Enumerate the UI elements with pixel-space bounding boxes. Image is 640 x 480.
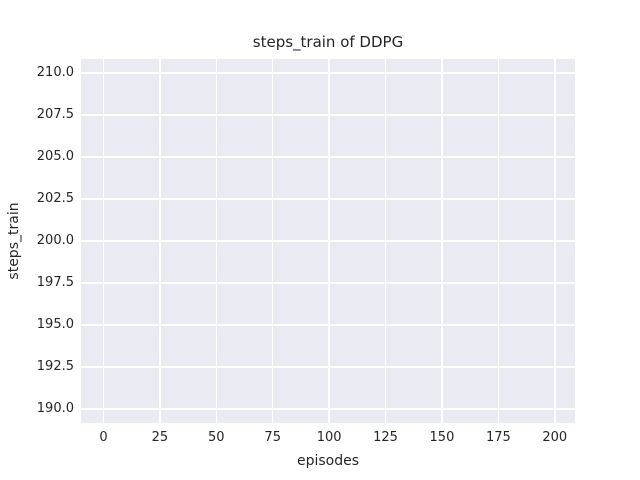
y-gridline xyxy=(81,198,575,200)
y-gridline xyxy=(81,72,575,74)
plot-area xyxy=(81,59,575,423)
x-tick-label: 0 xyxy=(99,430,108,445)
y-gridline xyxy=(81,408,575,410)
y-tick-label: 195.0 xyxy=(36,317,74,333)
x-axis-label: episodes xyxy=(296,453,360,469)
y-gridline xyxy=(81,282,575,284)
y-tick-label: 190.0 xyxy=(36,401,74,417)
y-gridline xyxy=(81,156,575,158)
y-tick-label: 205.0 xyxy=(36,148,74,164)
x-tick-label: 175 xyxy=(485,430,511,445)
y-gridline xyxy=(81,240,575,242)
chart-title: steps_train of DDPG xyxy=(252,33,404,51)
x-tick-label: 200 xyxy=(542,430,568,445)
x-tick-label: 125 xyxy=(373,430,398,445)
y-tick-label: 200.0 xyxy=(36,233,74,248)
y-gridline xyxy=(81,114,575,116)
y-tick-label: 192.5 xyxy=(36,359,74,375)
y-tick-label: 207.5 xyxy=(36,106,74,122)
x-tick-label: 150 xyxy=(429,430,455,445)
x-tick-label: 50 xyxy=(208,430,225,445)
y-tick-label: 210.0 xyxy=(36,64,74,80)
y-axis-label: steps_train xyxy=(6,202,22,280)
y-tick-label: 197.5 xyxy=(36,275,74,290)
y-tick-label: 202.5 xyxy=(36,190,74,206)
x-tick-label: 25 xyxy=(151,430,169,445)
y-gridline xyxy=(81,324,575,326)
y-gridline xyxy=(81,366,575,368)
x-tick-label: 75 xyxy=(264,430,281,445)
x-tick-label: 100 xyxy=(316,430,342,445)
